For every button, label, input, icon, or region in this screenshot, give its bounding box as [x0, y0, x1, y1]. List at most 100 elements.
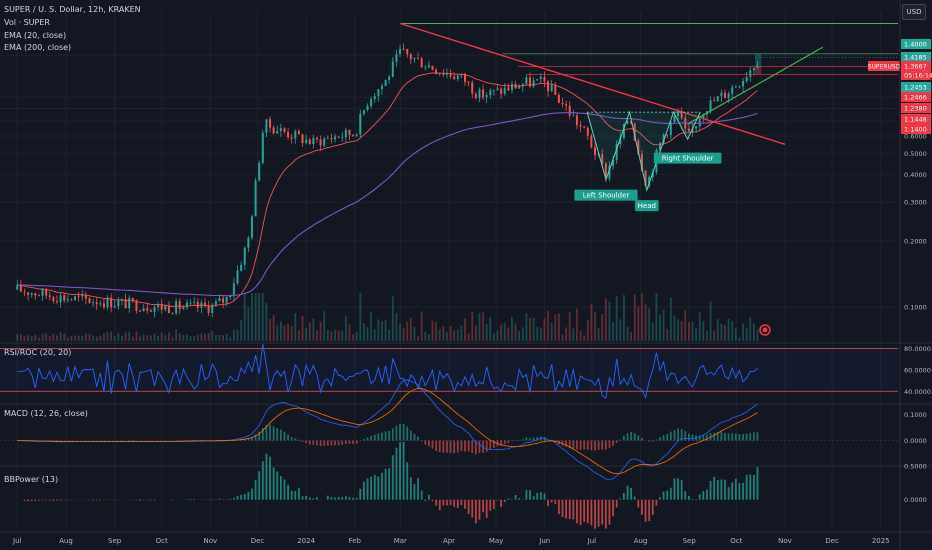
macd-histogram-bar: [680, 429, 683, 441]
candle-body: [164, 305, 167, 310]
candle-body: [19, 284, 22, 292]
volume-bar: [193, 336, 196, 341]
currency-button[interactable]: USD: [902, 4, 926, 20]
x-tick-label: Jun: [538, 537, 550, 545]
macd-histogram-bar: [326, 440, 329, 446]
bbpower-bar: [511, 499, 513, 500]
macd-histogram-bar: [511, 440, 513, 442]
candle-body: [529, 77, 532, 87]
bbpower-bar: [604, 499, 607, 529]
macd-histogram-bar: [673, 429, 676, 441]
bbpower-bar: [467, 499, 470, 514]
x-tick-label: 2025: [872, 537, 890, 545]
bbpower-bar: [59, 499, 62, 501]
bbpower-bar: [709, 480, 712, 500]
macd-histogram-bar: [713, 432, 716, 441]
bbpower-bar: [529, 490, 531, 500]
bbpower-bar: [384, 468, 387, 500]
macd-histogram-bar: [594, 440, 596, 451]
volume-bar: [417, 336, 419, 341]
volume-bar: [687, 321, 690, 341]
x-tick-label: Sep: [108, 537, 122, 545]
candle-body: [395, 54, 398, 62]
candle-body: [489, 90, 492, 96]
volume-bar: [337, 330, 340, 341]
volume-bar: [720, 323, 723, 341]
macd-histogram-bar: [536, 437, 539, 441]
volume-bar: [518, 330, 521, 341]
candle-body: [503, 87, 506, 94]
macd-pane-label[interactable]: MACD (12, 26, close): [4, 409, 88, 418]
candle-body: [305, 139, 308, 144]
macd-histogram-bar: [359, 440, 362, 442]
candle-body: [550, 85, 553, 92]
volume-bar: [514, 323, 517, 341]
candle-body: [48, 295, 51, 297]
bbpower-bar: [449, 499, 452, 506]
bbpower-bar: [536, 492, 539, 500]
macd-histogram-bar: [742, 434, 744, 441]
candle-body: [149, 310, 152, 312]
volume-bar: [557, 313, 560, 341]
candle-body: [734, 86, 737, 88]
bbpower-bar: [344, 496, 347, 500]
candle-body: [312, 137, 315, 145]
bbpower-bar: [417, 478, 419, 500]
macd-histogram-bar: [442, 440, 445, 453]
volume-bar: [597, 327, 600, 341]
macd-histogram-bar: [597, 440, 600, 450]
candle-body: [146, 308, 149, 311]
volume-bar: [326, 330, 329, 341]
candle-body: [113, 305, 116, 308]
candle-body: [557, 94, 560, 104]
bbpower-bar: [680, 480, 683, 500]
ema20-legend[interactable]: EMA (20, close): [4, 31, 67, 40]
bbpower-pane-label[interactable]: BBPower (13): [4, 475, 59, 484]
candle-body: [518, 86, 521, 89]
candle-body: [355, 134, 358, 136]
bbpower-bar: [373, 474, 376, 500]
macd-histogram-bar: [370, 435, 373, 441]
bbpower-bar: [38, 499, 40, 501]
candle-body: [485, 95, 488, 98]
candle-body: [615, 144, 618, 160]
rsi-pane-label[interactable]: RSI/ROC (20, 20): [4, 348, 72, 357]
volume-bar: [713, 330, 716, 341]
bbpower-bar: [337, 497, 340, 500]
y-tick-label: 0.4000: [904, 171, 927, 179]
volume-bar: [298, 330, 300, 341]
candle-body: [507, 87, 510, 91]
volume-bar: [189, 336, 192, 341]
volume-bar: [648, 308, 651, 341]
volume-bar: [149, 335, 152, 341]
macd-histogram-bar: [684, 431, 687, 441]
volume-bar: [669, 297, 672, 341]
volume-bar: [529, 317, 531, 341]
bbpower-bar: [525, 489, 528, 500]
volume-bar: [294, 313, 297, 341]
macd-histogram-bar: [532, 437, 535, 441]
bbpower-bar: [626, 485, 629, 500]
macd-histogram-bar: [565, 440, 568, 447]
volume-bar: [680, 321, 683, 341]
x-tick-label: Oct: [730, 537, 742, 545]
volume-bar: [572, 328, 575, 341]
price-tag: 1.3667: [904, 63, 927, 71]
macd-histogram-bar: [348, 440, 351, 444]
candle-body: [391, 61, 394, 77]
bbpower-bar: [673, 478, 676, 500]
x-tick-label: Mar: [394, 537, 407, 545]
bbpower-bar: [503, 499, 506, 502]
pattern-label-bg: [574, 189, 638, 201]
ema200-legend[interactable]: EMA (200, close): [4, 43, 72, 52]
x-tick-label: 2024: [297, 537, 315, 545]
macd-histogram-bar: [493, 440, 495, 448]
volume-bar: [633, 294, 636, 341]
volume-legend[interactable]: Vol · SUPER: [4, 18, 50, 27]
bbpower-bar: [547, 499, 549, 507]
candle-body: [106, 297, 109, 308]
volume-bar: [23, 336, 26, 341]
volume-bar: [30, 336, 33, 341]
macd-histogram-bar: [319, 440, 322, 447]
